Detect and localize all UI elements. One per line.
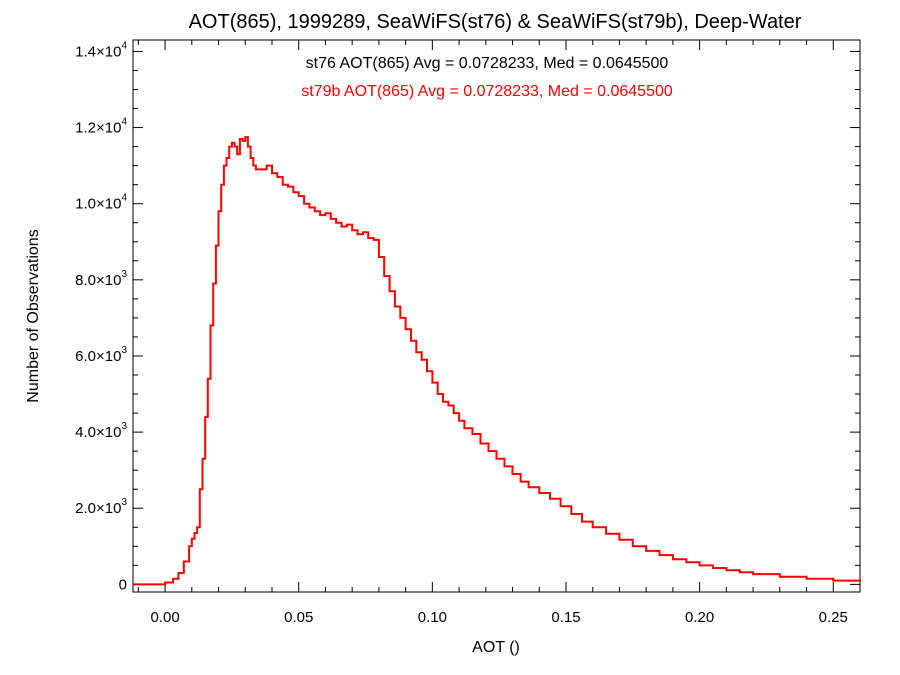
x-tick-label: 0.15: [551, 609, 580, 626]
x-tick-label: 0.10: [418, 609, 447, 626]
y-tick-label: 0: [119, 576, 127, 593]
x-tick-labels: 0.00 0.05 0.10 0.15 0.20 0.25: [150, 609, 847, 626]
x-tick-label: 0.00: [150, 609, 179, 626]
y-tick-label: 8.0×103: [75, 269, 127, 289]
series-line-st79b: [133, 136, 861, 586]
y-tick-label: 2.0×103: [75, 497, 127, 517]
x-tick-label: 0.25: [819, 609, 848, 626]
y-tick-labels: 0 2.0×103 4.0×103 6.0×103 8.0×103 1.0×104 1.2×…: [75, 40, 127, 593]
y-axis-label: Number of Observations: [25, 229, 42, 402]
y-tick-label: 1.4×104: [75, 40, 127, 60]
y-tick-label: 1.2×104: [75, 117, 127, 137]
y-tick-label: 6.0×103: [75, 345, 127, 365]
plot-frame: [132, 39, 861, 593]
axis-ticks: [133, 40, 861, 592]
annotation-st76: st76 AOT(865) Avg = 0.0728233, Med = 0.0…: [306, 55, 669, 72]
y-tick-label: 4.0×103: [75, 421, 127, 441]
chart-title: AOT(865), 1999289, SeaWiFS(st76) & SeaWi…: [189, 11, 802, 33]
x-tick-label: 0.20: [685, 609, 714, 626]
x-axis-label: AOT (): [472, 639, 520, 656]
y-tick-label: 1.0×104: [75, 193, 127, 213]
annotation-st79b: st79b AOT(865) Avg = 0.0728233, Med = 0.…: [301, 83, 673, 100]
x-tick-label: 0.05: [284, 609, 313, 626]
